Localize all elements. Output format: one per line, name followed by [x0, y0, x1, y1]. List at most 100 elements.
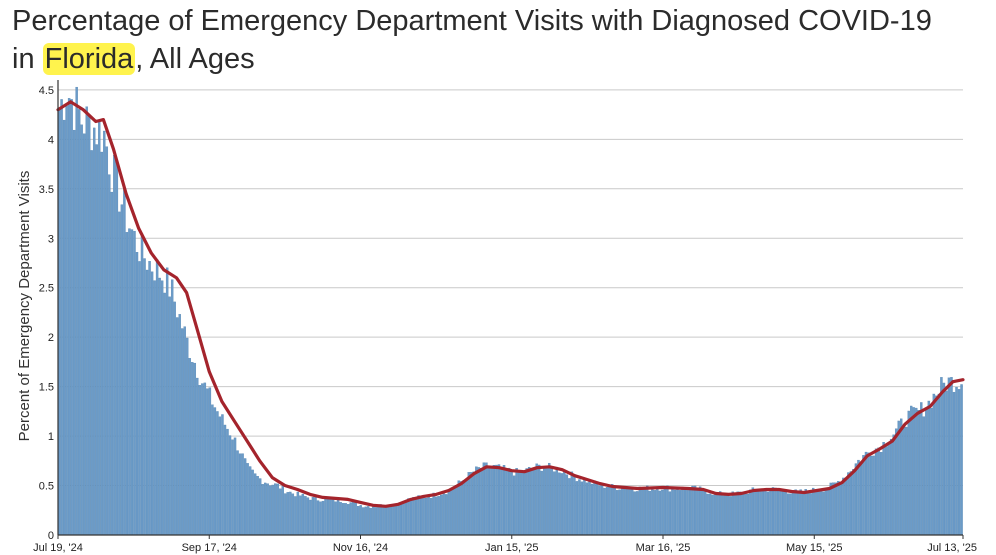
daily-bar	[181, 328, 184, 536]
daily-bar	[407, 498, 410, 536]
daily-bar	[437, 496, 440, 536]
daily-bar	[731, 491, 734, 536]
daily-bar	[336, 498, 340, 536]
daily-bar	[661, 489, 664, 536]
daily-bar	[65, 105, 68, 536]
daily-bar	[812, 487, 815, 536]
daily-bar	[196, 377, 199, 536]
daily-bar	[392, 506, 395, 536]
daily-bar	[309, 499, 312, 536]
daily-bar	[238, 453, 242, 536]
daily-bar	[150, 271, 154, 536]
daily-bar	[799, 489, 802, 536]
daily-bar	[98, 121, 101, 536]
daily-bar	[470, 472, 473, 536]
daily-bar	[492, 464, 496, 536]
daily-bar	[698, 486, 702, 536]
daily-bar	[897, 420, 900, 536]
daily-bar	[108, 174, 111, 536]
daily-bar	[243, 458, 247, 536]
daily-bar	[188, 358, 191, 536]
daily-bar	[708, 493, 712, 536]
daily-bar	[241, 453, 244, 536]
daily-bar	[734, 492, 737, 536]
daily-bar	[384, 506, 388, 536]
daily-bar	[246, 463, 249, 536]
daily-bar	[75, 86, 78, 536]
daily-bar	[382, 506, 385, 536]
x-tick-label: Nov 16, '24	[333, 542, 388, 554]
daily-bar	[588, 479, 591, 536]
daily-bar	[201, 383, 204, 536]
daily-bar	[118, 211, 121, 536]
daily-bar	[206, 388, 209, 536]
daily-bar	[673, 489, 677, 536]
daily-bar	[362, 507, 365, 536]
daily-bar	[221, 414, 224, 536]
daily-bar	[372, 506, 375, 536]
daily-bar	[801, 491, 805, 536]
daily-bar	[231, 439, 234, 536]
daily-bar	[553, 471, 556, 536]
daily-bar	[864, 451, 868, 536]
daily-bar	[125, 232, 129, 536]
daily-bar	[374, 507, 378, 536]
daily-bar	[817, 491, 820, 536]
daily-bar	[90, 150, 93, 536]
daily-bar	[143, 258, 146, 536]
daily-bar	[183, 326, 186, 536]
daily-bar	[168, 296, 171, 536]
daily-bar	[216, 411, 219, 536]
daily-bar	[153, 280, 156, 536]
daily-bar	[623, 489, 626, 536]
daily-bar	[226, 428, 229, 536]
daily-bar	[321, 500, 325, 536]
daily-bar	[399, 502, 403, 536]
daily-bar	[344, 503, 347, 536]
chart-title: Percentage of Emergency Department Visit…	[12, 2, 987, 78]
trend-line	[56, 100, 965, 508]
daily-bar	[713, 491, 717, 536]
daily-bar	[186, 337, 189, 536]
daily-bar	[115, 162, 119, 536]
daily-bar	[289, 491, 292, 536]
daily-bar	[95, 144, 98, 536]
daily-bar	[646, 485, 649, 536]
daily-bar	[575, 481, 579, 536]
daily-bar	[819, 490, 822, 536]
daily-bar	[155, 259, 159, 536]
daily-bar	[269, 485, 272, 536]
daily-bar	[822, 491, 825, 536]
daily-bar	[756, 490, 760, 536]
daily-bar	[605, 487, 609, 536]
daily-bar	[844, 477, 848, 536]
daily-bar	[472, 471, 476, 536]
daily-bar	[761, 488, 765, 536]
daily-bar	[485, 462, 488, 536]
daily-bar	[920, 402, 923, 536]
daily-bar	[281, 485, 284, 536]
daily-bar	[266, 483, 269, 536]
daily-bar	[359, 505, 362, 536]
daily-bar	[311, 497, 315, 536]
daily-bar	[791, 492, 795, 536]
daily-bar	[540, 470, 543, 536]
daily-bar	[839, 482, 843, 536]
daily-bar	[248, 466, 252, 536]
daily-bar	[412, 497, 415, 536]
daily-bar	[316, 500, 320, 536]
daily-bar	[781, 489, 785, 536]
daily-bar	[145, 269, 149, 536]
daily-bar	[678, 490, 682, 536]
daily-bar	[736, 491, 740, 536]
daily-bar	[538, 464, 541, 536]
daily-bar	[339, 502, 342, 536]
daily-bar	[331, 498, 335, 536]
daily-bar	[648, 490, 652, 536]
daily-bar	[887, 444, 890, 536]
daily-bar	[593, 480, 596, 536]
daily-bar	[676, 489, 679, 536]
daily-bar	[432, 492, 435, 536]
daily-bar	[960, 384, 963, 536]
y-tick-label: 1	[48, 431, 54, 443]
